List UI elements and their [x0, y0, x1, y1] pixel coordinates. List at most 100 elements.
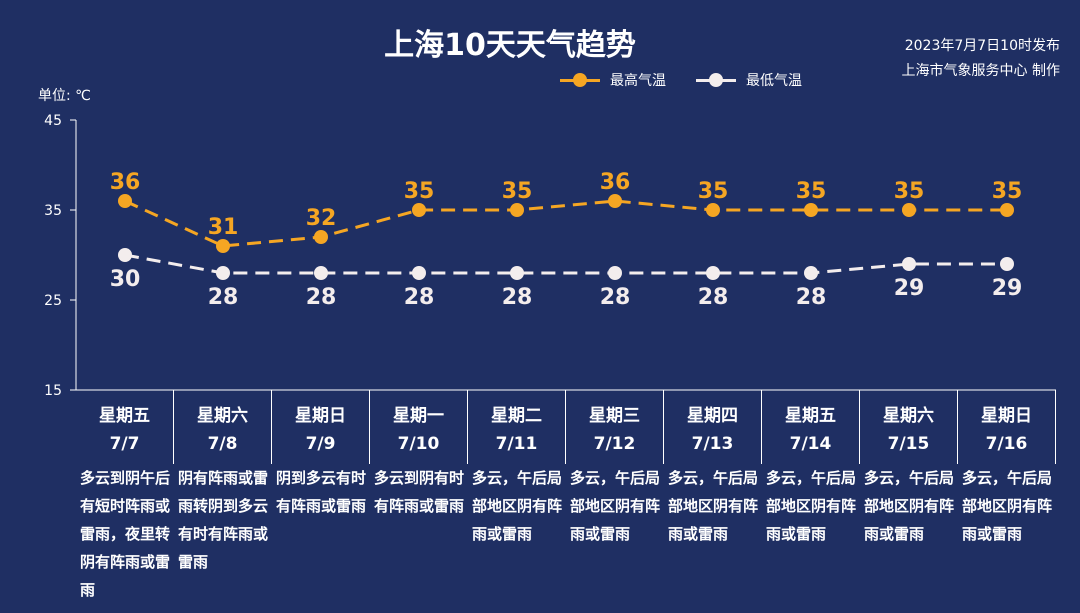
y-tick-label: 45 — [44, 113, 62, 129]
publish-info: 2023年7月7日10时发布 上海市气象服务中心 制作 — [902, 34, 1060, 84]
data-point-low — [902, 257, 916, 271]
data-point-low — [608, 266, 622, 280]
legend-low-label: 最低气温 — [746, 73, 802, 89]
weekday-label: 星期三 — [589, 406, 640, 426]
weather-description: 阴到多云有时有阵雨或雷雨 — [276, 469, 367, 515]
day-header: 星期四 7/13 — [664, 390, 762, 464]
weather-description: 阴有阵雨或雷雨转阴到多云有时有阵雨或雷雨 — [178, 469, 269, 571]
data-point-high — [804, 203, 818, 217]
day-header: 星期三 7/12 — [566, 390, 664, 464]
data-label-high: 31 — [208, 215, 239, 240]
weather-description: 多云，午后局部地区阴有阵雨或雷雨 — [668, 469, 759, 543]
data-label-low: 28 — [502, 285, 533, 310]
data-label-low: 28 — [306, 285, 337, 310]
series-line-low — [124, 253, 1007, 275]
day-header: 星期日 7/16 — [958, 390, 1056, 464]
weekday-label: 星期四 — [687, 406, 738, 426]
weather-description: 多云到阴午后有短时阵雨或雷雨，夜里转阴有阵雨或雷雨 — [80, 469, 171, 599]
data-label-low: 28 — [698, 285, 729, 310]
data-label-low: 30 — [110, 267, 141, 292]
day-header: 星期一 7/10 — [370, 390, 468, 464]
weekday-label: 星期五 — [99, 406, 150, 426]
data-label-low: 29 — [992, 276, 1023, 301]
data-point-high — [314, 230, 328, 244]
date-label: 7/12 — [593, 434, 636, 454]
publish-time: 2023年7月7日10时发布 — [904, 38, 1060, 54]
legend-high-label: 最高气温 — [610, 73, 666, 89]
date-label: 7/13 — [691, 434, 734, 454]
data-label-low: 28 — [796, 285, 827, 310]
legend-high-marker — [560, 73, 600, 87]
legend-item-high: 最高气温 — [560, 70, 666, 90]
data-label-high: 32 — [306, 206, 337, 231]
date-label: 7/15 — [887, 434, 930, 454]
data-label-low: 28 — [600, 285, 631, 310]
data-label-high: 35 — [992, 179, 1023, 204]
data-label-low: 28 — [404, 285, 435, 310]
data-point-low — [412, 266, 426, 280]
data-point-high — [216, 239, 230, 253]
data-label-high: 35 — [894, 179, 925, 204]
date-label: 7/9 — [305, 434, 336, 454]
data-label-low: 29 — [894, 276, 925, 301]
date-label: 7/11 — [495, 434, 538, 454]
data-label-high: 36 — [600, 170, 631, 195]
day-header: 星期五 7/7 — [76, 390, 174, 464]
date-label: 7/8 — [207, 434, 238, 454]
weekday-label: 星期一 — [393, 406, 444, 426]
date-label: 7/16 — [985, 434, 1028, 454]
publisher: 上海市气象服务中心 制作 — [901, 63, 1060, 79]
data-point-high — [1000, 203, 1014, 217]
y-tick-label: 15 — [44, 383, 62, 399]
y-tick-label: 25 — [44, 293, 62, 309]
day-header: 星期二 7/11 — [468, 390, 566, 464]
day-header-row: 星期五 7/7 星期六 7/8 星期日 7/9 星期一 7/10 星期二 7/11 星期三 7/12 星… — [76, 390, 1056, 464]
weather-description: 多云，午后局部地区阴有阵雨或雷雨 — [766, 469, 857, 543]
date-label: 7/10 — [397, 434, 440, 454]
data-point-low — [706, 266, 720, 280]
data-label-high: 36 — [110, 170, 141, 195]
weekday-label: 星期六 — [883, 406, 934, 426]
y-tick-label: 35 — [44, 203, 62, 219]
data-label-high: 35 — [796, 179, 827, 204]
weather-description: 多云，午后局部地区阴有阵雨或雷雨 — [864, 469, 955, 543]
legend-low-marker — [696, 73, 736, 87]
weekday-label: 星期六 — [197, 406, 248, 426]
data-point-high — [412, 203, 426, 217]
legend-item-low: 最低气温 — [696, 70, 802, 90]
weekday-label: 星期日 — [295, 406, 346, 426]
date-label: 7/14 — [789, 434, 832, 454]
y-axis-unit: 单位: ℃ — [38, 88, 91, 104]
weather-description: 多云，午后局部地区阴有阵雨或雷雨 — [962, 469, 1053, 543]
data-label-high: 35 — [698, 179, 729, 204]
data-label-high: 35 — [404, 179, 435, 204]
day-header: 星期六 7/15 — [860, 390, 958, 464]
data-point-high — [706, 203, 720, 217]
data-point-low — [804, 266, 818, 280]
data-point-high — [608, 194, 622, 208]
data-point-high — [510, 203, 524, 217]
chart-title: 上海10天天气趋势 — [384, 28, 636, 63]
weekday-label: 星期五 — [785, 406, 836, 426]
weather-description: 多云，午后局部地区阴有阵雨或雷雨 — [472, 469, 563, 543]
day-header: 星期五 7/14 — [762, 390, 860, 464]
data-point-low — [216, 266, 230, 280]
series-line-high — [124, 199, 1007, 248]
data-point-high — [902, 203, 916, 217]
data-label-low: 28 — [208, 285, 239, 310]
weather-description: 多云到阴有时有阵雨或雷雨 — [374, 469, 465, 515]
weather-description: 多云，午后局部地区阴有阵雨或雷雨 — [570, 469, 661, 543]
data-label-high: 35 — [502, 179, 533, 204]
data-point-low — [510, 266, 524, 280]
weekday-label: 星期日 — [981, 406, 1032, 426]
data-point-low — [1000, 257, 1014, 271]
day-header: 星期六 7/8 — [174, 390, 272, 464]
day-header: 星期日 7/9 — [272, 390, 370, 464]
day-description-row: 多云到阴午后有短时阵雨或雷雨，夜里转阴有阵雨或雷雨 阴有阵雨或雷雨转阴到多云有时有… — [76, 464, 1056, 604]
data-point-high — [118, 194, 132, 208]
legend: 最高气温 最低气温 — [560, 70, 802, 90]
data-point-low — [118, 248, 132, 262]
weekday-label: 星期二 — [491, 406, 542, 426]
data-point-low — [314, 266, 328, 280]
